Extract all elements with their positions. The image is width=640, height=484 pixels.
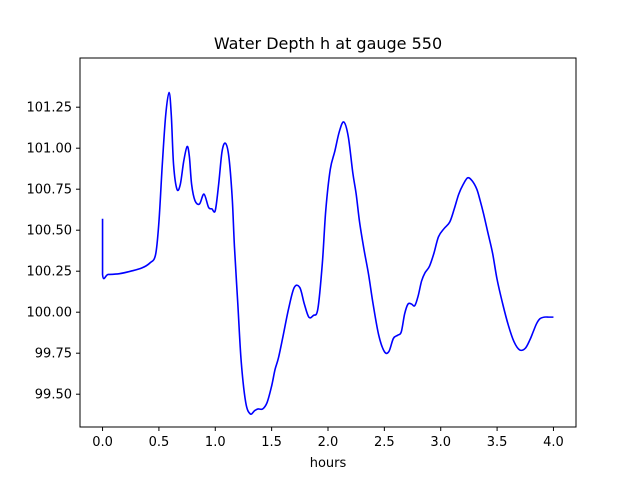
y-tick-label: 100.75: [27, 183, 73, 198]
x-axis: 0.0 0.5 1.0 1.5 2.0 2.5 3.0 3.5 4.0: [92, 427, 564, 450]
x-tick-label: 1.5: [261, 435, 282, 450]
y-tick-label: 100.25: [27, 265, 73, 280]
x-tick-label: 2.5: [374, 435, 395, 450]
y-tick-label: 99.75: [35, 347, 72, 362]
x-tick-label: 0.0: [92, 435, 113, 450]
x-tick-label: 3.5: [487, 435, 508, 450]
y-axis: 99.50 99.75 100.00 100.25 100.50 100.75 101.00…: [27, 101, 80, 403]
chart-title: Water Depth h at gauge 550: [214, 34, 442, 53]
x-tick-label: 3.0: [430, 435, 451, 450]
x-tick-label: 2.0: [318, 435, 339, 450]
y-tick-label: 101.00: [27, 142, 73, 157]
y-tick-label: 101.25: [27, 101, 73, 116]
y-tick-label: 99.50: [35, 388, 72, 403]
x-tick-label: 4.0: [543, 435, 564, 450]
y-tick-label: 100.50: [27, 224, 73, 239]
x-axis-label: hours: [310, 456, 347, 471]
y-tick-label: 100.00: [27, 306, 73, 321]
series-line: [101, 91, 554, 415]
x-tick-label: 0.5: [149, 435, 170, 450]
x-tick-label: 1.0: [205, 435, 226, 450]
